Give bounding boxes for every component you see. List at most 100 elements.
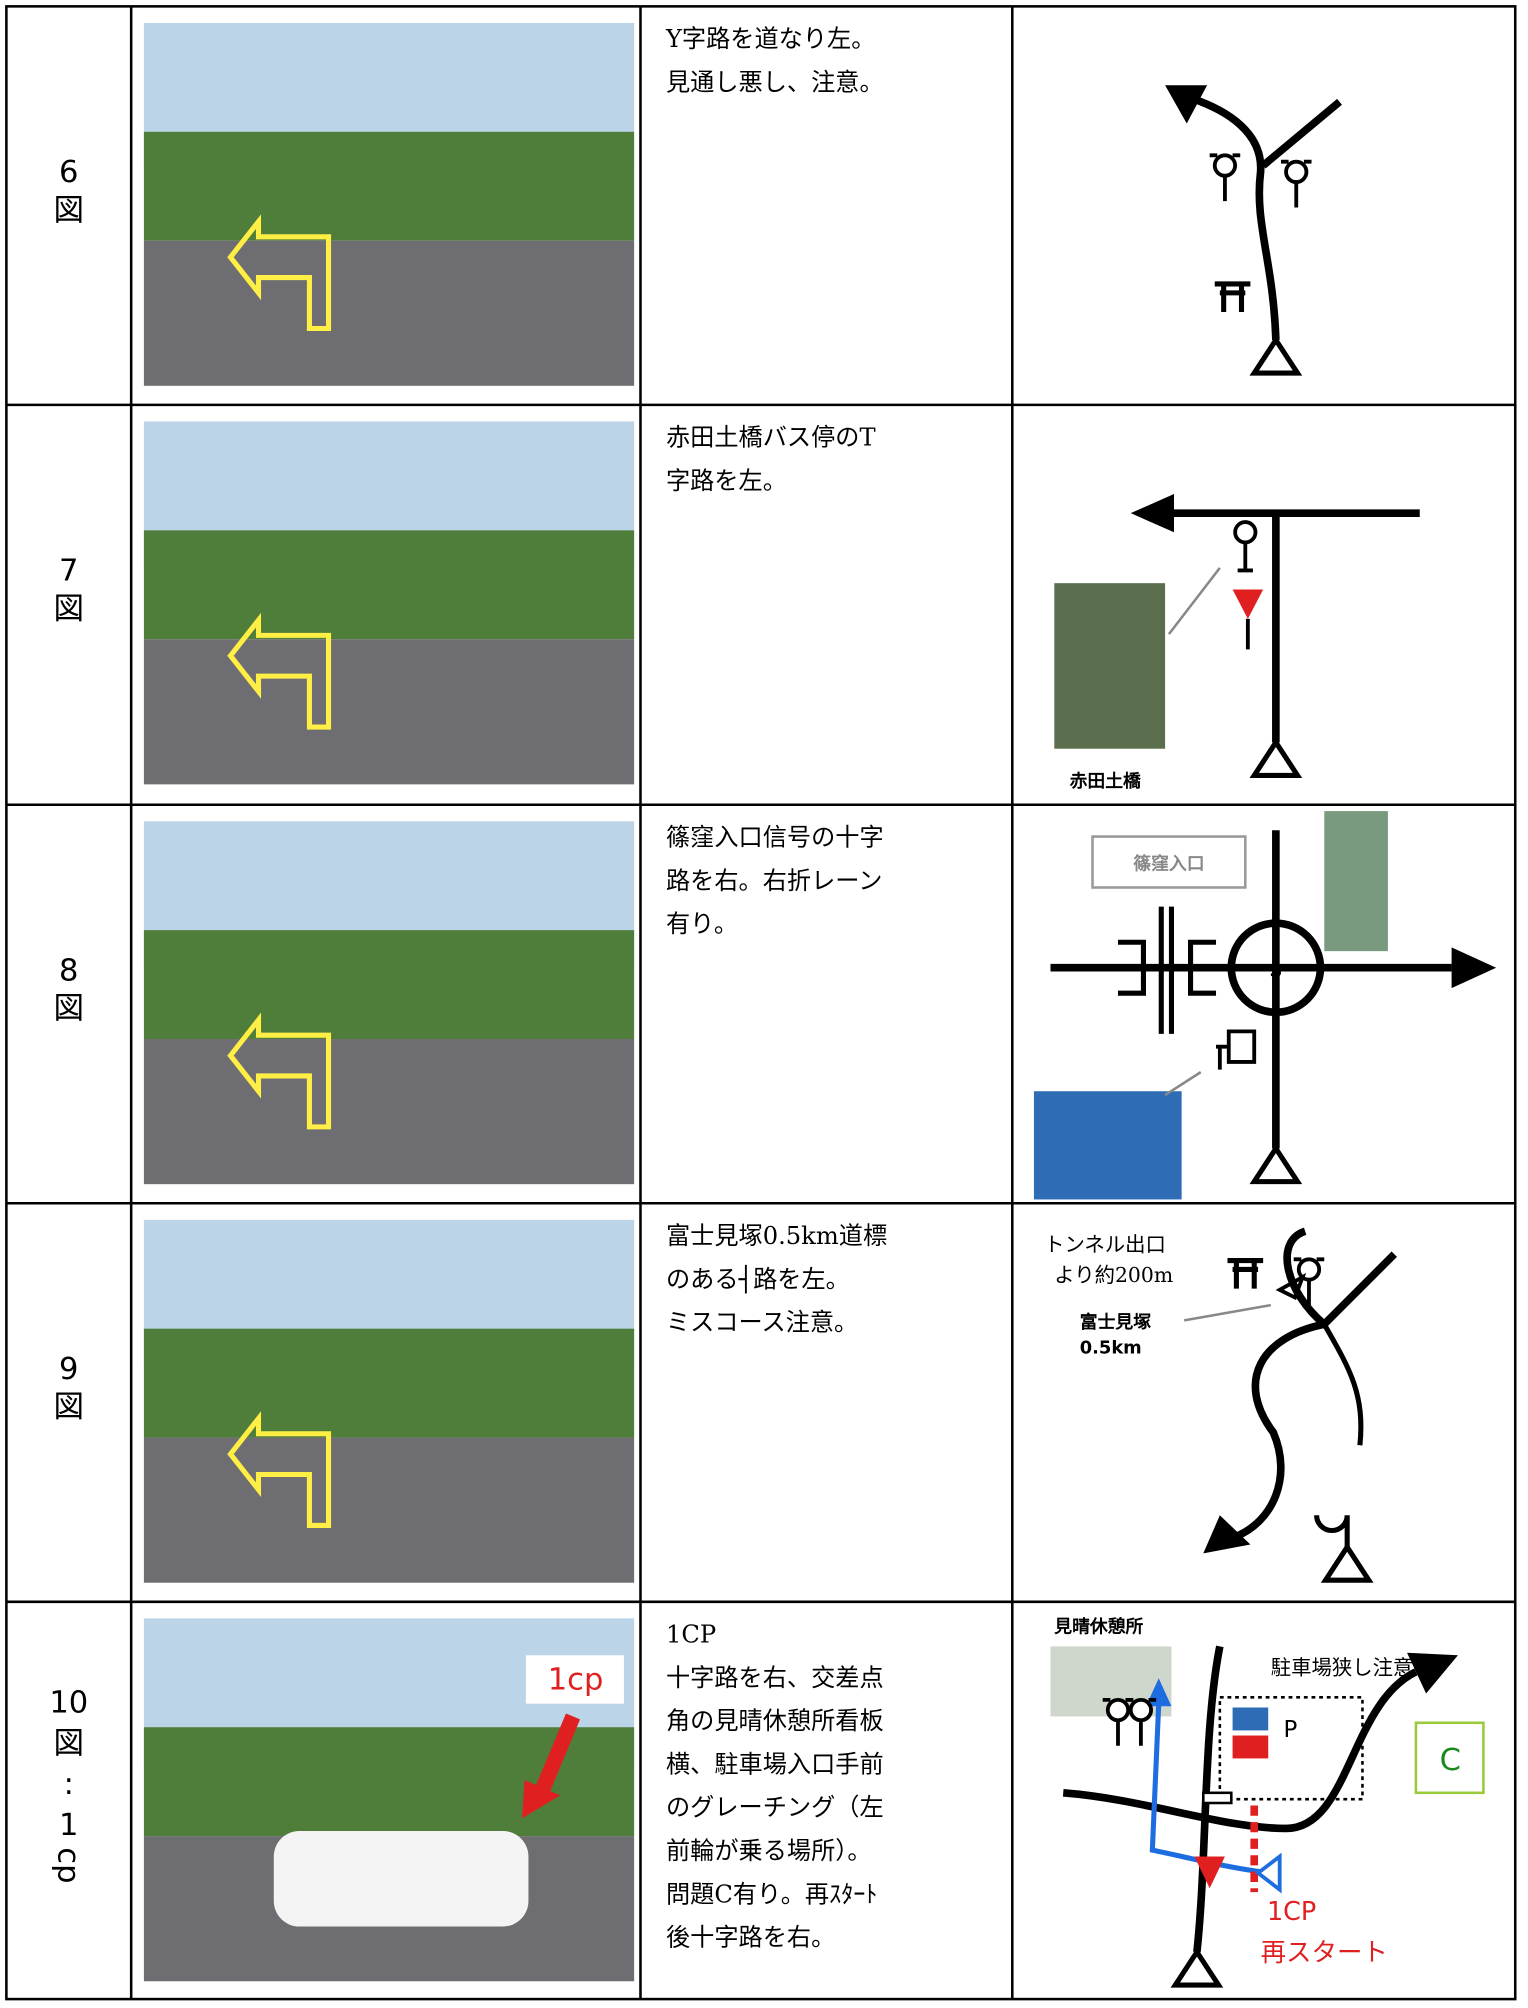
row-label: 9 [59,1352,78,1387]
diagram-label: トンネル出口 [1044,1233,1166,1257]
row-label: 1 [59,1808,78,1843]
direction-mark [1254,1852,1282,1894]
lamp-icon [1128,1697,1153,1723]
arrow-head [1451,947,1497,989]
row-label: 10 [49,1686,88,1721]
bus-stop [1237,542,1253,573]
road [1322,1322,1364,1446]
instruction-line: 路を右。右折レーン [666,867,882,895]
diagram-label: 1CP [1267,1897,1316,1927]
diagram-label: 見晴休憩所 [1054,1615,1143,1637]
photo-trees [143,131,635,241]
table-row: 10図:1cp1cp1CP十字路を右、交差点角の見晴休憩所看板横、駐車場入口手前… [49,1615,1485,1988]
diagram-label: 0.5km [1080,1338,1142,1359]
instruction-line: 富士見塚0.5km道標 [666,1222,887,1250]
road [1283,1227,1397,1330]
toilet-icon [1232,1735,1269,1759]
table-border [5,5,1517,2001]
torii-icon [1227,1258,1264,1289]
diagram-label: C [1440,1743,1461,1778]
diagram-label: 富士見塚 [1080,1311,1151,1333]
arrow-head [1165,85,1208,124]
row-label: 7 [59,554,78,589]
photo-road [143,1437,635,1583]
instruction-line: 問題C有り。再ｽﾀｰﾄ [666,1880,878,1908]
diagram-label: 駐車場狭し注意 [1271,1655,1414,1679]
start-mark [1320,1542,1374,1583]
diagram-label: 篠窪入口 [1133,853,1204,875]
row-label: 図 [53,1390,84,1425]
road [1165,509,1420,743]
instruction-line: 十字路を右、交差点 [666,1664,884,1692]
start-mark [1249,1143,1303,1185]
post-icon [1216,1029,1257,1070]
photo-red-arrow [534,1713,581,1796]
road [1189,94,1280,341]
photo-arrow [227,1411,332,1528]
lamp-icon [1209,153,1241,202]
photo-thumb [1324,811,1388,952]
toilet-icon [1232,1707,1269,1731]
road [1050,830,1452,1149]
pointer [1167,567,1221,635]
diagram-label: より約200m [1054,1263,1173,1287]
photo-thumb [1054,583,1166,749]
table-row: 6図 Y字路を道なり左。見通し悪し、注意。 [53,22,1342,386]
photo-car [273,1831,529,1927]
lamp-icon [1125,1697,1157,1746]
yield-sign [1194,1856,1225,1889]
diagram-label: 赤田土橋 [1070,770,1142,792]
start-mark [1170,1947,1224,1988]
start-mark [1249,335,1303,376]
instruction-line: 角の見晴休憩所看板 [666,1707,884,1735]
torii-icon [1214,281,1251,312]
photo-tag: 1cp [548,1663,604,1698]
road [1233,1320,1326,1541]
instruction-line: のグレーチング（左 [666,1794,884,1822]
instruction-line: 見通し悪し、注意。 [666,68,884,96]
photo-arrow [227,612,332,730]
instruction-line: 後十字路を右。 [666,1924,835,1952]
lamp-icon [1212,153,1238,178]
diagram-label: P [1284,1717,1298,1743]
photo-road [143,639,635,785]
row-label: 図 [53,592,84,627]
lamp-icon [1280,159,1312,208]
diagram-label: S [1269,961,1282,982]
instruction-line: 有り。 [666,910,738,938]
instruction-line: 赤田土橋バス停のT [666,424,876,452]
photo-road [143,240,635,386]
instruction-line: 字路を左。 [666,467,787,495]
table-row: 7図 赤田土橋バス停のT 字路を左。赤田土橋 [53,421,1420,792]
photo-trees [143,930,635,1040]
pointer [1183,1303,1271,1322]
photo-tag-box [525,1655,624,1704]
c-box [1414,1721,1485,1795]
row-label: 6 [59,155,78,190]
name-box [1091,835,1247,889]
road [1314,1515,1350,1548]
instruction-line: 前輪が乗る場所）。 [666,1837,872,1865]
instruction-line: 1CP [666,1621,716,1649]
road [1062,1668,1418,1833]
row-label: 図 [53,992,84,1027]
instruction-line: のある┤路を左。 [666,1264,850,1294]
lamp-icon [1105,1697,1131,1723]
photo-trees [143,530,635,640]
bus-stop [1233,520,1258,545]
photo-arrow [227,1012,332,1130]
instruction-line: Y字路を道なり左。 [665,25,875,53]
arrow-head [1130,494,1175,533]
lamp-icon [1284,159,1309,184]
photo-trees [143,1328,635,1438]
row-label: 図 [53,193,84,228]
photo-road [143,1039,635,1185]
arrow-head [522,1780,561,1819]
arrow-head [1407,1652,1458,1694]
road [1260,98,1342,169]
lamp-icon [1293,1257,1325,1306]
row-label: : [64,1767,74,1802]
